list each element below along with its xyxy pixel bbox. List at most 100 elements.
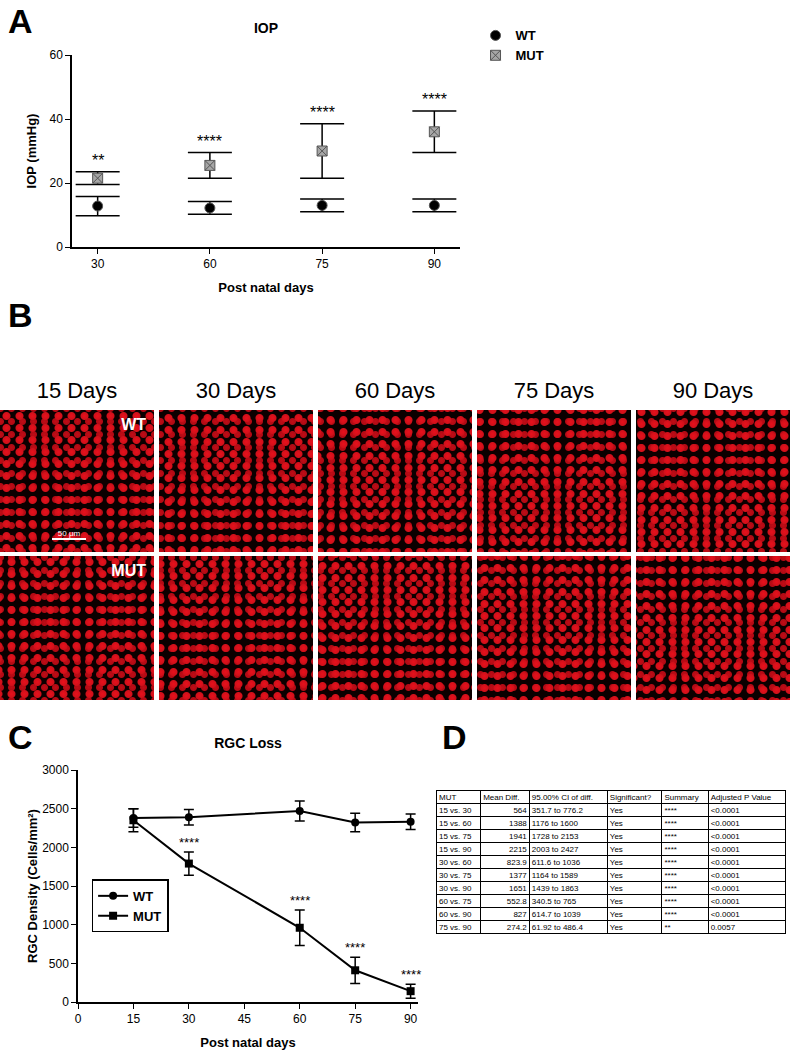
html-text:<0.0001: <0.0001 — [710, 818, 740, 828]
svg-text:****: **** — [310, 104, 335, 121]
html-text:Yes: Yes — [609, 818, 623, 828]
html-text:30 Days: 30 Days — [195, 378, 277, 403]
html-text:823.9: 823.9 — [506, 857, 527, 867]
svg-text:20: 20 — [49, 176, 63, 190]
svg-text:15: 15 — [127, 1012, 141, 1026]
svg-text:1000: 1000 — [42, 918, 69, 932]
svg-text:1500: 1500 — [42, 879, 69, 893]
svg-text:60: 60 — [49, 48, 63, 62]
html-text:2003 to 2427: 2003 to 2427 — [531, 844, 579, 854]
svg-text:****: **** — [197, 133, 222, 150]
html-text:B: B — [8, 296, 33, 334]
html-text:<0.0001: <0.0001 — [710, 896, 740, 906]
svg-text:75: 75 — [348, 1012, 362, 1026]
html-text:<0.0001: <0.0001 — [710, 831, 740, 841]
html-text:60 vs. 75: 60 vs. 75 — [439, 896, 472, 906]
html-text:15 vs. 75: 15 vs. 75 — [439, 831, 472, 841]
svg-text:500: 500 — [49, 957, 69, 971]
svg-text:60: 60 — [293, 1012, 307, 1026]
svg-text:RGC Density (Cells/mm²): RGC Density (Cells/mm²) — [25, 809, 40, 963]
svg-text:Post natal days: Post natal days — [200, 1035, 295, 1050]
html-text:Adjusted P Value: Adjusted P Value — [710, 792, 772, 802]
html-text:A: A — [8, 2, 33, 40]
html-text:351.7 to 776.2: 351.7 to 776.2 — [531, 805, 583, 815]
html-text:15 vs. 90: 15 vs. 90 — [439, 844, 472, 854]
svg-text:****: **** — [345, 940, 365, 955]
html-text:1164 to 1589: 1164 to 1589 — [531, 870, 578, 880]
html-text:95.00% CI of diff.: 95.00% CI of diff. — [531, 792, 593, 802]
html-text:75 Days: 75 Days — [513, 378, 595, 403]
html-text:1941: 1941 — [509, 831, 527, 841]
html-text:Summary: Summary — [664, 792, 699, 802]
html-text:1388: 1388 — [509, 818, 527, 828]
svg-text:WT: WT — [516, 28, 536, 43]
svg-text:2500: 2500 — [42, 802, 69, 816]
svg-text:40: 40 — [49, 112, 63, 126]
html-text:Mean Diff.: Mean Diff. — [483, 792, 520, 802]
html-text:1439 to 1863: 1439 to 1863 — [531, 883, 579, 893]
html-text:Yes: Yes — [609, 857, 623, 867]
html-text:1377: 1377 — [509, 870, 527, 880]
html-text:D: D — [442, 718, 467, 756]
html-text:MUT: MUT — [111, 562, 146, 579]
html-text:<0.0001: <0.0001 — [710, 883, 740, 893]
html-text:MUT: MUT — [439, 792, 457, 802]
svg-text:3000: 3000 — [42, 763, 69, 777]
html-text:60 vs. 90: 60 vs. 90 — [439, 909, 472, 919]
svg-text:0: 0 — [75, 1012, 82, 1026]
svg-text:****: **** — [401, 967, 421, 982]
html-text:<0.0001: <0.0001 — [710, 805, 740, 815]
svg-text:90: 90 — [404, 1012, 418, 1026]
html-text:614.7 to 1039: 614.7 to 1039 — [531, 909, 581, 919]
html-text:WT: WT — [121, 416, 146, 433]
svg-text:**: ** — [92, 152, 104, 169]
html-text:Yes: Yes — [609, 805, 623, 815]
svg-text:****: **** — [290, 893, 310, 908]
html-text:Yes: Yes — [609, 870, 623, 880]
svg-text:60: 60 — [203, 257, 217, 271]
svg-text:Post natal days: Post natal days — [218, 280, 313, 295]
html-text:30 vs. 90: 30 vs. 90 — [439, 883, 472, 893]
html-text:Yes: Yes — [609, 896, 623, 906]
svg-text:2000: 2000 — [42, 841, 69, 855]
html-text:90 Days: 90 Days — [672, 378, 754, 403]
svg-text:WT: WT — [133, 889, 153, 904]
html-text:<0.0001: <0.0001 — [710, 870, 740, 880]
html-text:1651: 1651 — [509, 883, 527, 893]
html-text:Yes: Yes — [609, 831, 623, 841]
svg-text:45: 45 — [238, 1012, 252, 1026]
svg-text:0: 0 — [56, 240, 63, 254]
svg-text:0: 0 — [62, 995, 69, 1009]
html-text:Yes: Yes — [609, 844, 623, 854]
svg-text:IOP: IOP — [254, 20, 278, 36]
html-text:<0.0001: <0.0001 — [710, 844, 740, 854]
svg-text:MUT: MUT — [133, 909, 161, 924]
html-text:30 vs. 60: 30 vs. 60 — [439, 857, 472, 867]
html-text:340.5 to 765: 340.5 to 765 — [531, 896, 577, 906]
svg-text:30: 30 — [91, 257, 105, 271]
svg-text:75: 75 — [315, 257, 329, 271]
html-text:2215: 2215 — [509, 844, 527, 854]
html-text:15 vs. 60: 15 vs. 60 — [439, 818, 472, 828]
html-text:Yes: Yes — [609, 883, 623, 893]
html-text:C: C — [8, 718, 33, 756]
svg-text:****: **** — [179, 835, 199, 850]
html-text:564: 564 — [513, 805, 527, 815]
svg-text:IOP (mmHg): IOP (mmHg) — [24, 114, 39, 189]
html-text:15 Days: 15 Days — [36, 378, 118, 403]
html-text:15 vs. 30: 15 vs. 30 — [439, 805, 472, 815]
svg-text:90: 90 — [428, 257, 442, 271]
html-text:<0.0001: <0.0001 — [710, 857, 740, 867]
svg-text:30: 30 — [182, 1012, 196, 1026]
html-text:60 Days: 60 Days — [354, 378, 436, 403]
html-text:Significant?: Significant? — [609, 792, 652, 802]
svg-text:MUT: MUT — [516, 48, 544, 63]
svg-text:RGC Loss: RGC Loss — [214, 735, 282, 751]
html-text:1728 to 2153: 1728 to 2153 — [531, 831, 579, 841]
html-text:30 vs. 75: 30 vs. 75 — [439, 870, 472, 880]
html-text:611.6 to 1036: 611.6 to 1036 — [531, 857, 581, 867]
html-text:552.8: 552.8 — [506, 896, 527, 906]
html-text:827: 827 — [513, 909, 527, 919]
svg-text:****: **** — [422, 91, 447, 108]
html-text:1176 to 1600: 1176 to 1600 — [531, 818, 578, 828]
